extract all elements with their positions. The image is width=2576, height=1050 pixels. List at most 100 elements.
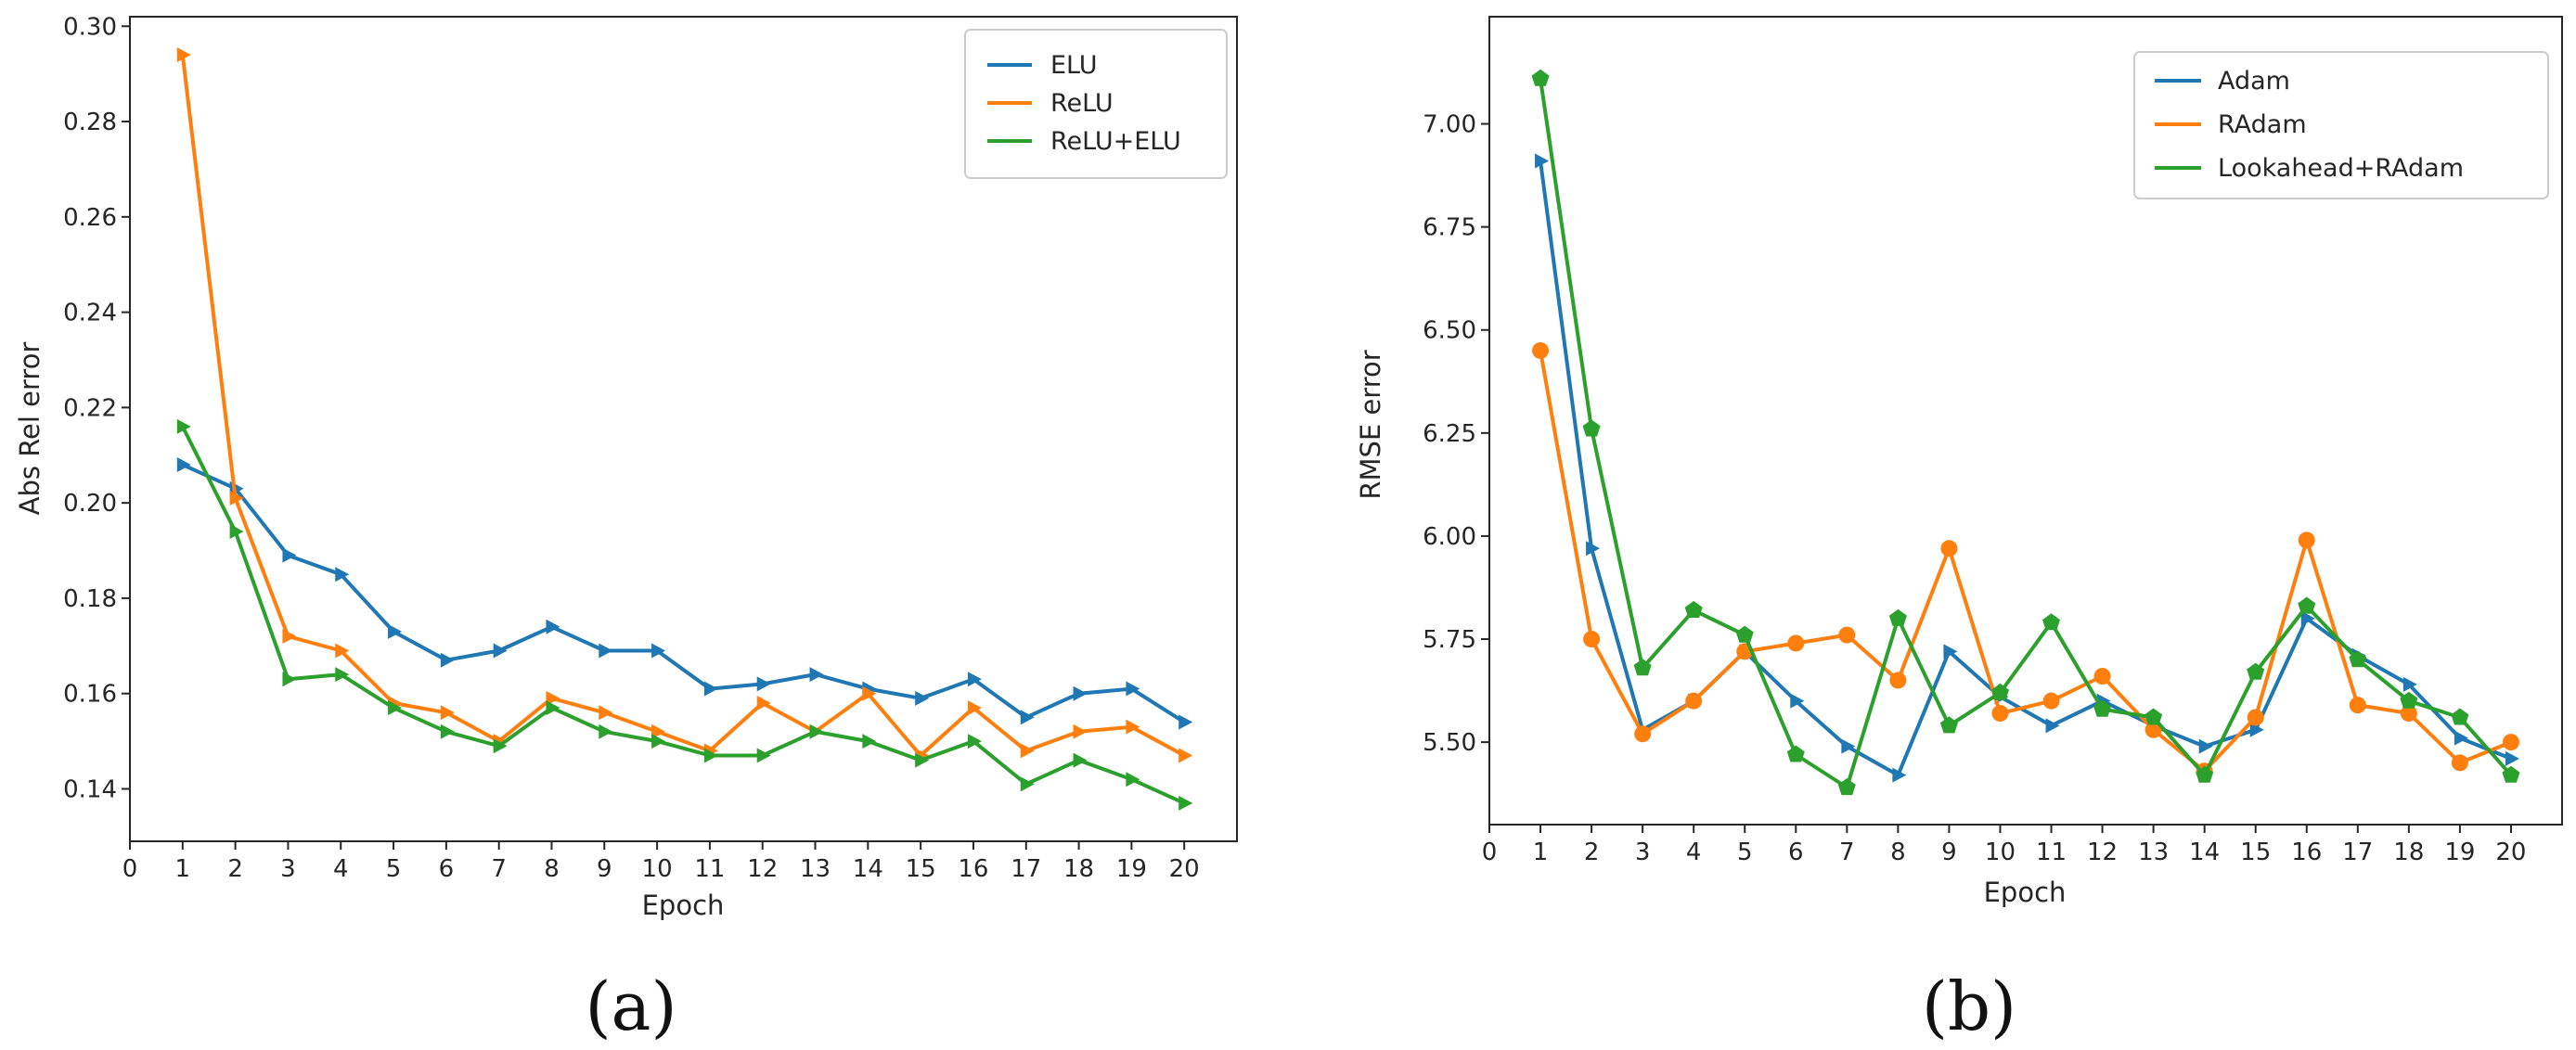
panel-b-xtick-label: 3	[1635, 839, 1651, 866]
panel-a-ytick-label: 0.14	[63, 775, 117, 803]
panel-a-point-relu-elu	[282, 672, 297, 687]
panel-b-point-radam	[1940, 540, 1958, 557]
panel-a-ytick-label: 0.30	[63, 13, 117, 41]
panel-a-point-relu-elu	[493, 738, 508, 754]
panel-a-xtick-label: 2	[227, 855, 243, 883]
panel-a-xtick-label: 19	[1116, 855, 1147, 883]
panel-b-point-lookahead-radam	[2400, 691, 2418, 709]
panel-a-xtick-label: 11	[694, 855, 725, 883]
panel-b-point-radam	[1685, 692, 1703, 710]
panel-b-point-lookahead-radam	[1786, 745, 1805, 762]
panel-b-line-lookahead-radam	[1539, 76, 2513, 789]
panel-a-line-elu	[180, 463, 1187, 724]
panel-a-point-relu-elu	[915, 752, 930, 768]
panel-b-plot-frame	[1488, 16, 2563, 826]
panel-b-point-lookahead-radam	[2042, 613, 2060, 631]
panel-b-xtick-label: 7	[1839, 839, 1855, 866]
panel-a-point-relu-elu	[756, 748, 771, 763]
panel-a-point-elu	[703, 681, 718, 697]
panel-b-point-lookahead-radam	[1837, 778, 1856, 796]
panel-b-point-radam	[1583, 631, 1601, 648]
panel-b-point-radam	[2349, 697, 2366, 714]
panel-b-point-lookahead-radam	[2247, 662, 2265, 680]
panel-a-xtick-label: 10	[642, 855, 673, 883]
panel-a-xtick-label: 14	[853, 855, 883, 883]
panel-a-point-relu	[862, 685, 877, 701]
panel-a-ytick-label: 0.22	[63, 394, 117, 422]
panel-a-point-relu	[1020, 743, 1035, 759]
panel-a-point-relu-elu	[967, 734, 982, 749]
panel-a-point-relu	[1073, 723, 1088, 739]
panel-b-point-lookahead-radam	[1735, 625, 1754, 643]
panel-b-point-lookahead-radam	[2349, 650, 2367, 668]
panel-b-point-radam	[1838, 626, 1856, 644]
panel-a-point-relu-elu	[176, 418, 191, 434]
panel-a-legend-label-relu-elu: ReLU+ELU	[1050, 127, 1181, 156]
panel-b-point-adam	[1586, 541, 1601, 557]
panel-b-point-lookahead-radam	[1684, 600, 1703, 618]
panel-a-xtick-label: 16	[958, 855, 988, 883]
panel-b-point-radam	[2400, 705, 2417, 723]
panel-a-xtick-label: 15	[906, 855, 936, 883]
panel-b-point-lookahead-radam	[2093, 699, 2112, 717]
panel-b-point-lookahead-radam	[2502, 765, 2520, 783]
panel-b-xtick-label: 15	[2240, 839, 2271, 866]
panel-b-xtick-label: 13	[2138, 839, 2169, 866]
panel-a-point-elu	[1020, 710, 1035, 725]
panel-a-x-axis-label: Epoch	[642, 890, 725, 921]
panel-a-point-relu	[756, 695, 771, 711]
panel-a-xtick-label: 20	[1169, 855, 1200, 883]
panel-a-point-elu	[440, 652, 455, 668]
panel-b-point-lookahead-radam	[1633, 659, 1652, 676]
panel-a-ytick-label: 0.28	[63, 109, 117, 136]
panel-b-point-lookahead-radam	[2196, 765, 2214, 783]
panel-a-point-elu	[1073, 685, 1088, 701]
panel-a-point-relu	[335, 643, 350, 659]
panel-b-point-radam	[2298, 531, 2315, 549]
panel-b-point-adam	[2402, 676, 2417, 692]
panel-b-ytick-label: 6.25	[1423, 420, 1476, 448]
panel-a-legend-label-relu: ReLU	[1050, 89, 1114, 118]
panel-b-line-radam	[1539, 349, 2513, 774]
panel-a-xtick-label: 4	[333, 855, 349, 883]
panel-a-point-relu	[440, 705, 455, 721]
panel-b-point-radam	[2093, 668, 2111, 685]
panel-b-point-radam	[1532, 341, 1550, 359]
panel-a-point-relu-elu	[599, 723, 613, 739]
panel-a-point-elu	[1179, 714, 1193, 730]
panel-b-point-adam	[2045, 718, 2060, 734]
panel-b-point-adam	[1943, 644, 1958, 659]
panel-a-ytick-label: 0.20	[63, 490, 117, 518]
panel-a-point-relu-elu	[440, 723, 455, 739]
panel-b-xtick-label: 6	[1788, 839, 1804, 866]
panel-a-xtick-label: 12	[747, 855, 778, 883]
panel-a-line-relu-elu	[180, 424, 1187, 805]
panel-b-point-lookahead-radam	[1888, 608, 1907, 626]
panel-a-point-relu-elu	[862, 734, 877, 749]
panel-a-series-relu-elu	[176, 418, 1193, 811]
panel-a-series-relu	[176, 47, 1193, 763]
panel-a-point-elu	[809, 667, 824, 683]
panel-a-point-relu	[229, 491, 244, 506]
panel-a-xtick-label: 9	[597, 855, 612, 883]
panel-a-point-relu-elu	[651, 734, 666, 749]
panel-b-line-adam	[1539, 159, 2513, 777]
panel-a-xtick-label: 13	[800, 855, 831, 883]
panel-b-xtick-label: 16	[2291, 839, 2322, 866]
panel-b-point-radam	[1889, 672, 1907, 689]
panel-b-point-lookahead-radam	[1531, 69, 1550, 86]
panel-b-legend: Adam RAdam Lookahead+RAdam	[2133, 51, 2549, 199]
panel-a-caption: (a)	[585, 967, 676, 1045]
panel-a-point-relu-elu	[229, 523, 244, 539]
panel-b-xtick-label: 9	[1941, 839, 1957, 866]
panel-b-caption: (b)	[1922, 967, 2016, 1045]
panel-b-point-adam	[2454, 730, 2468, 746]
panel-a-plot-frame	[129, 16, 1238, 842]
panel-b-xtick-label: 2	[1584, 839, 1600, 866]
panel-a-xtick-label: 17	[1011, 855, 1041, 883]
panel-b-point-radam	[2502, 734, 2519, 751]
panel-b-xtick-label: 17	[2342, 839, 2373, 866]
panel-b-series-lookahead-radam	[1531, 69, 2520, 796]
panel-b-point-radam	[1991, 705, 2009, 723]
